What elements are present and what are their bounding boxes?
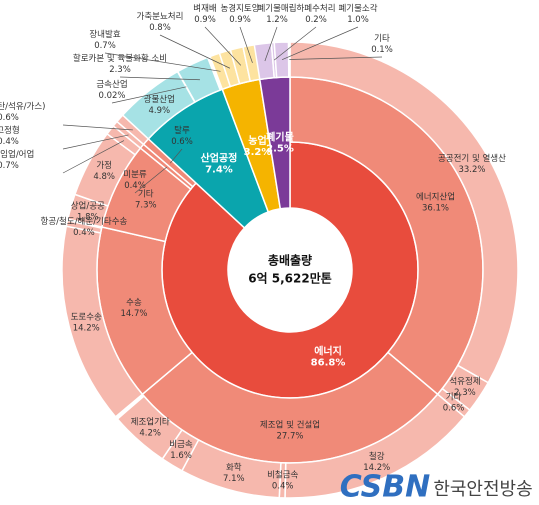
leader-line — [239, 26, 253, 63]
segment-value: 0.6% — [0, 113, 19, 123]
leader-line — [273, 26, 317, 61]
segment-value: 0.4% — [73, 228, 95, 238]
logo-text: 한국안전방송 — [433, 479, 532, 500]
segment-name: 가정 — [96, 160, 112, 171]
segment-value: 0.6% — [443, 403, 465, 413]
leader-line — [62, 124, 133, 131]
logo-mark: CSBN — [340, 470, 431, 505]
segment-name: 제조업기타 — [131, 417, 170, 427]
segment-name: 농업/임업/어업 — [0, 149, 34, 160]
segment-name: 기타 — [374, 34, 390, 44]
segment-name: 가축분뇨처리 — [137, 12, 184, 22]
segment — [273, 41, 290, 79]
segment-value: 33.2% — [458, 165, 485, 175]
segment-name: 화학 — [226, 462, 242, 473]
segment-value: 7.1% — [223, 474, 245, 484]
segment-name: 폐기물소각 — [338, 3, 377, 14]
segment-value: 3.2% — [244, 147, 272, 158]
segment-name: 항공/철도/해운/기타수송 — [41, 216, 128, 227]
segment-value: 7.4% — [205, 165, 233, 176]
segment-name: 미분류 — [123, 170, 147, 180]
segment-name: 폐기물 — [266, 130, 294, 143]
segment-name: 상업/공공 — [71, 201, 105, 212]
segment-name: 도로수송 — [71, 313, 102, 323]
leader-line — [111, 86, 187, 104]
segment-value: 0.7% — [0, 161, 19, 171]
segment-name: 에너지산업 — [416, 191, 455, 202]
segment-value: 0.9% — [229, 15, 251, 25]
segment — [287, 41, 291, 78]
segment-name: 공공전기 및 열생산 — [438, 153, 506, 164]
segment-name: 금속산업 — [96, 79, 127, 90]
segment-name: 폐기물매립 — [257, 3, 296, 14]
center-hole — [228, 208, 352, 332]
leader-line — [169, 148, 183, 164]
leader-line — [119, 76, 200, 81]
segment-value: 0.8% — [149, 23, 171, 33]
segment-value: 14.7% — [120, 309, 147, 319]
leader-line — [104, 52, 221, 72]
segment-name: 비철금속 — [267, 469, 298, 480]
segment-name: 철강 — [369, 451, 385, 462]
segment-name: 장내발효 — [89, 29, 120, 40]
segment-name: 비금속 — [169, 440, 193, 450]
leader-line — [264, 26, 278, 62]
segment-name: 탈루 — [174, 126, 190, 136]
segment-name: 탈루(석탄/석유/가스) — [0, 101, 45, 112]
segment-value: 1.8% — [77, 213, 99, 223]
leader-line — [281, 26, 359, 60]
segment-value: 86.8% — [311, 358, 346, 369]
leader-line — [134, 166, 168, 194]
segment-value: 0.4% — [272, 481, 294, 491]
segment-name: 제조업 및 건설업 — [260, 420, 320, 431]
segment-value: 0.2% — [305, 15, 327, 25]
segment-value: 27.7% — [276, 432, 303, 442]
segment-value: 1.6% — [170, 451, 192, 461]
segment-name: 광물산업 — [144, 94, 175, 105]
segment-value: 2.5% — [266, 143, 294, 154]
segment-name: 고정형 — [0, 125, 20, 136]
center-title: 총배출량 — [268, 253, 312, 268]
segment-name: 벼재배 — [193, 3, 216, 14]
segment-name: 기타 — [446, 392, 462, 402]
segment-value: 14.2% — [73, 324, 100, 334]
segment-value: 1.2% — [266, 15, 288, 25]
segment-value: 0.4% — [0, 137, 19, 147]
segment-name: 하폐수처리 — [296, 3, 335, 14]
segment-value: 1.0% — [347, 15, 369, 25]
segment-value: 0.9% — [194, 15, 216, 25]
segment-value: 0.7% — [94, 41, 116, 51]
segment-name: 산업공정 — [201, 152, 238, 165]
leader-line — [159, 34, 231, 69]
segment-value: 14.2% — [363, 463, 390, 473]
segment-name: 석유정제 — [449, 376, 480, 387]
sunburst — [61, 41, 519, 499]
segment-value: 7.3% — [135, 201, 157, 211]
segment-value: 2.3% — [454, 388, 476, 398]
segment-value: 2.3% — [109, 65, 131, 75]
segment-name: 농경지토양 — [220, 3, 259, 14]
segment-name: 수송 — [126, 298, 142, 308]
segment — [116, 395, 183, 460]
segment-name: 농업 — [248, 134, 266, 147]
segment-value: 4.9% — [149, 106, 171, 116]
segment-value: 36.1% — [422, 203, 449, 213]
segment-value: 0.6% — [171, 137, 193, 147]
segment-value: 0.4% — [124, 181, 146, 191]
segment — [65, 219, 103, 234]
segment-value: 0.02% — [98, 91, 125, 101]
center-label: 6억 5,622만톤 — [248, 271, 332, 286]
segment-name: 에너지 — [314, 345, 342, 358]
segment-name: 할로카본 및 육불화황 소비 — [73, 53, 167, 64]
segment-value: 4.8% — [93, 172, 115, 182]
leader-line — [289, 56, 383, 60]
segment-value: 0.1% — [371, 45, 393, 55]
segment-name: 기타 — [138, 190, 154, 200]
leader-line — [62, 134, 129, 150]
segment-value: 4.2% — [139, 428, 161, 438]
leader-line — [62, 140, 125, 174]
leader-line — [204, 26, 242, 66]
